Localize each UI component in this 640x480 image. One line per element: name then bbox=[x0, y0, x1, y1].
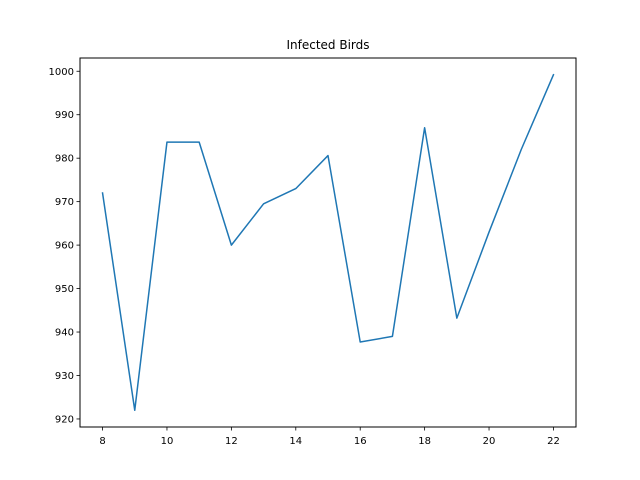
y-tick-label: 920 bbox=[55, 414, 74, 425]
series-line-0 bbox=[101, 73, 555, 412]
y-tick-label: 940 bbox=[55, 328, 74, 339]
plot-area: 8 10 12 14 16 18 20 22 920 930 940 950 960 970 980 990 1… bbox=[49, 67, 560, 447]
data-point bbox=[134, 409, 136, 411]
data-point bbox=[198, 141, 200, 143]
data-point bbox=[102, 192, 104, 194]
y-tick-label: 990 bbox=[55, 110, 74, 121]
x-tick-label: 20 bbox=[483, 436, 496, 447]
y-tick-label: 980 bbox=[55, 154, 74, 165]
chart-title: Infected Birds bbox=[286, 38, 369, 52]
data-point bbox=[424, 127, 426, 129]
data-point bbox=[488, 231, 490, 233]
y-tick-label: 970 bbox=[55, 197, 74, 208]
y-tick-label: 1000 bbox=[49, 67, 74, 78]
y-tick-label: 950 bbox=[55, 284, 74, 295]
x-tick-label: 18 bbox=[418, 436, 431, 447]
data-point bbox=[392, 336, 394, 338]
x-tick-label: 14 bbox=[289, 436, 302, 447]
data-point bbox=[520, 149, 522, 151]
x-tick-label: 16 bbox=[354, 436, 367, 447]
data-point bbox=[166, 141, 168, 143]
data-point bbox=[359, 341, 361, 343]
data-point bbox=[553, 74, 555, 76]
data-point bbox=[263, 203, 265, 205]
y-tick-label: 960 bbox=[55, 241, 74, 252]
x-tick-label: 12 bbox=[225, 436, 238, 447]
data-point bbox=[231, 244, 233, 246]
axes-frame bbox=[79, 57, 577, 428]
y-tick-label: 930 bbox=[55, 371, 74, 382]
data-point bbox=[456, 317, 458, 319]
data-point bbox=[327, 155, 329, 157]
x-tick-label: 10 bbox=[161, 436, 174, 447]
data-point bbox=[295, 188, 297, 190]
x-tick-label: 8 bbox=[99, 436, 105, 447]
x-tick-label: 22 bbox=[547, 436, 560, 447]
